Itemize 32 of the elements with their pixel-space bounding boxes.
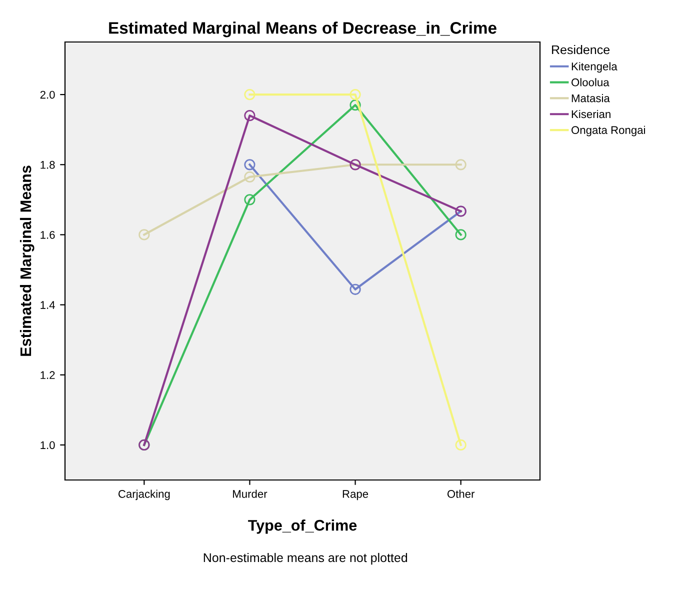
- point: [350, 89, 361, 100]
- y-tick-label: 1.2: [40, 371, 55, 379]
- y-tick-label: 1.4: [40, 301, 55, 309]
- y-tick-label: 1.6: [40, 230, 55, 239]
- legend-title: Residence: [552, 45, 610, 54]
- point: [350, 284, 361, 295]
- y-tick-label: 1.0: [40, 441, 55, 450]
- point: [244, 159, 256, 170]
- y-tick-label: 1.8: [40, 160, 55, 169]
- x-tick-label: Murder: [233, 490, 268, 498]
- point: [244, 89, 256, 100]
- x-axis-title: Type_of_Crime: [248, 520, 357, 534]
- point: [244, 171, 256, 182]
- y-tick-label: 2.0: [40, 90, 55, 99]
- point: [455, 229, 466, 240]
- point: [244, 110, 256, 122]
- legend-label: Oloolua: [572, 78, 610, 86]
- text: Non-estimable means are not plotted: [204, 552, 408, 565]
- point: [455, 159, 466, 170]
- x-tick-label: Carjacking: [118, 490, 170, 500]
- y-axis-title: Estimated Marginal Means: [20, 166, 34, 356]
- legend-label: Kiserian: [572, 110, 610, 118]
- chart-title: Estimated Marginal Means of Decrease_in_Crime: [109, 22, 496, 38]
- legend-label: Kitengela: [572, 62, 618, 73]
- point: [350, 100, 361, 111]
- point: [138, 229, 150, 240]
- legend-label: Matasia: [572, 94, 610, 102]
- x-tick-label: Rape: [342, 490, 368, 500]
- point: [455, 439, 466, 451]
- point: [244, 194, 256, 206]
- legend-label: Ongata Rongai: [572, 126, 645, 136]
- x-tick-label: Other: [447, 490, 475, 498]
